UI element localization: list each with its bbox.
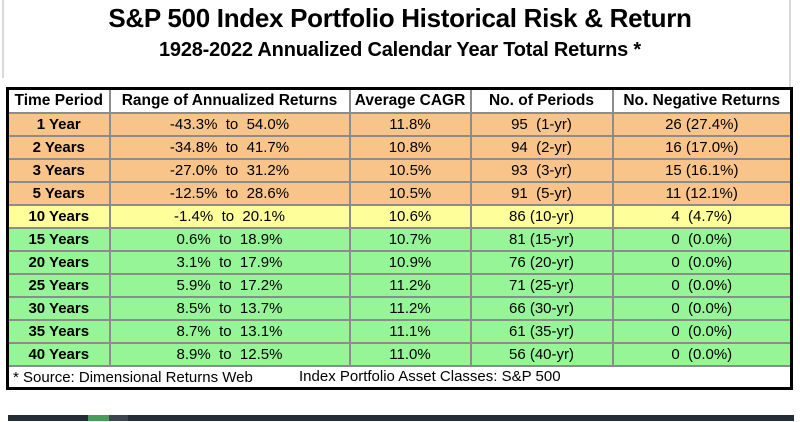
cell-num-negative: 15 (16.1%) — [611, 158, 793, 183]
table-row-35yr: 35 Years 8.7% to 13.1% 11.1% 61 (35-yr) … — [6, 319, 793, 344]
cell-num-negative: 4 (4.7%) — [611, 204, 793, 229]
table-footer-row: * Source: Dimensional Returns Web Index … — [6, 365, 793, 390]
cell-num-negative: 0 (0.0%) — [611, 319, 793, 344]
cell-period: 10 Years — [6, 204, 111, 229]
table-row-40yr: 40 Years 8.9% to 12.5% 11.0% 56 (40-yr) … — [6, 342, 793, 367]
cell-range: 3.1% to 17.9% — [108, 250, 351, 275]
cell-cagr: 10.6% — [348, 204, 472, 229]
cell-cagr: 10.7% — [348, 227, 472, 252]
risk-return-table: Time Period Range of Annualized Returns … — [6, 87, 793, 390]
cell-cagr: 11.1% — [348, 319, 472, 344]
cell-period: 30 Years — [6, 296, 111, 321]
cell-num-periods: 56 (40-yr) — [469, 342, 614, 367]
cell-cagr: 10.5% — [348, 181, 472, 206]
cell-num-negative: 0 (0.0%) — [611, 273, 793, 298]
cell-period: 15 Years — [6, 227, 111, 252]
video-progress-bar[interactable] — [8, 415, 794, 421]
cell-num-periods: 94 (2-yr) — [469, 135, 614, 160]
cell-period: 2 Years — [6, 135, 111, 160]
cell-cagr: 11.2% — [348, 296, 472, 321]
col-header-negative: No. Negative Returns — [611, 87, 793, 114]
cell-num-negative: 0 (0.0%) — [611, 227, 793, 252]
cell-period: 20 Years — [6, 250, 111, 275]
left-edge-line — [2, 0, 4, 78]
cell-range: 5.9% to 17.2% — [108, 273, 351, 298]
table-row-25yr: 25 Years 5.9% to 17.2% 11.2% 71 (25-yr) … — [6, 273, 793, 298]
cell-num-periods: 76 (20-yr) — [469, 250, 614, 275]
cell-cagr: 11.8% — [348, 112, 472, 137]
cell-period: 1 Year — [6, 112, 111, 137]
cell-range: -12.5% to 28.6% — [108, 181, 351, 206]
page-title: S&P 500 Index Portfolio Historical Risk … — [108, 3, 692, 33]
cell-range: 0.6% to 18.9% — [108, 227, 351, 252]
cell-num-periods: 91 (5-yr) — [469, 181, 614, 206]
cell-cagr: 10.8% — [348, 135, 472, 160]
source-note: * Source: Dimensional Returns Web — [13, 368, 253, 386]
header-row: Time Period Range of Annualized Returns … — [6, 87, 793, 114]
table-row-5yr: 5 Years -12.5% to 28.6% 10.5% 91 (5-yr) … — [6, 181, 793, 206]
table-row-20yr: 20 Years 3.1% to 17.9% 10.9% 76 (20-yr) … — [6, 250, 793, 275]
right-edge-line — [789, 0, 791, 108]
col-header-cagr: Average CAGR — [348, 87, 472, 114]
cell-period: 35 Years — [6, 319, 111, 344]
table-row-3yr: 3 Years -27.0% to 31.2% 10.5% 93 (3-yr) … — [6, 158, 793, 183]
asset-classes-note: Index Portfolio Asset Classes: S&P 500 — [299, 368, 561, 385]
cell-num-negative: 0 (0.0%) — [611, 296, 793, 321]
cell-range: 8.7% to 13.1% — [108, 319, 351, 344]
cell-range: -27.0% to 31.2% — [108, 158, 351, 183]
table-row-2yr: 2 Years -34.8% to 41.7% 10.8% 94 (2-yr) … — [6, 135, 793, 160]
table-row-30yr: 30 Years 8.5% to 13.7% 11.2% 66 (30-yr) … — [6, 296, 793, 321]
cell-range: -34.8% to 41.7% — [108, 135, 351, 160]
cell-cagr: 11.2% — [348, 273, 472, 298]
cell-cagr: 10.5% — [348, 158, 472, 183]
cell-num-negative: 16 (17.0%) — [611, 135, 793, 160]
footer-cell: * Source: Dimensional Returns Web Index … — [6, 365, 793, 390]
cell-range: -1.4% to 20.1% — [108, 204, 351, 229]
cell-period: 25 Years — [6, 273, 111, 298]
cell-cagr: 10.9% — [348, 250, 472, 275]
cell-num-negative: 0 (0.0%) — [611, 342, 793, 367]
col-header-range: Range of Annualized Returns — [108, 87, 351, 114]
cell-period: 3 Years — [6, 158, 111, 183]
col-header-time-period: Time Period — [6, 87, 111, 114]
cell-num-negative: 0 (0.0%) — [611, 250, 793, 275]
cell-num-periods: 81 (15-yr) — [469, 227, 614, 252]
table-row-10yr: 10 Years -1.4% to 20.1% 10.6% 86 (10-yr)… — [6, 204, 793, 229]
cell-num-periods: 93 (3-yr) — [469, 158, 614, 183]
cell-num-periods: 66 (30-yr) — [469, 296, 614, 321]
page-subtitle: 1928-2022 Annualized Calendar Year Total… — [158, 39, 642, 61]
cell-period: 40 Years — [6, 342, 111, 367]
cell-num-periods: 61 (35-yr) — [469, 319, 614, 344]
cell-num-negative: 26 (27.4%) — [611, 112, 793, 137]
col-header-periods: No. of Periods — [469, 87, 614, 114]
progress-played-segment — [88, 415, 109, 421]
table-row-15yr: 15 Years 0.6% to 18.9% 10.7% 81 (15-yr) … — [6, 227, 793, 252]
progress-buffered-segment — [109, 415, 128, 421]
cell-num-periods: 86 (10-yr) — [469, 204, 614, 229]
cell-num-periods: 71 (25-yr) — [469, 273, 614, 298]
cell-cagr: 11.0% — [348, 342, 472, 367]
table-row-1yr: 1 Year -43.3% to 54.0% 11.8% 95 (1-yr) 2… — [6, 112, 793, 137]
cell-range: 8.5% to 13.7% — [108, 296, 351, 321]
cell-num-negative: 11 (12.1%) — [611, 181, 793, 206]
cell-period: 5 Years — [6, 181, 111, 206]
cell-range: -43.3% to 54.0% — [108, 112, 351, 137]
cell-num-periods: 95 (1-yr) — [469, 112, 614, 137]
cell-range: 8.9% to 12.5% — [108, 342, 351, 367]
